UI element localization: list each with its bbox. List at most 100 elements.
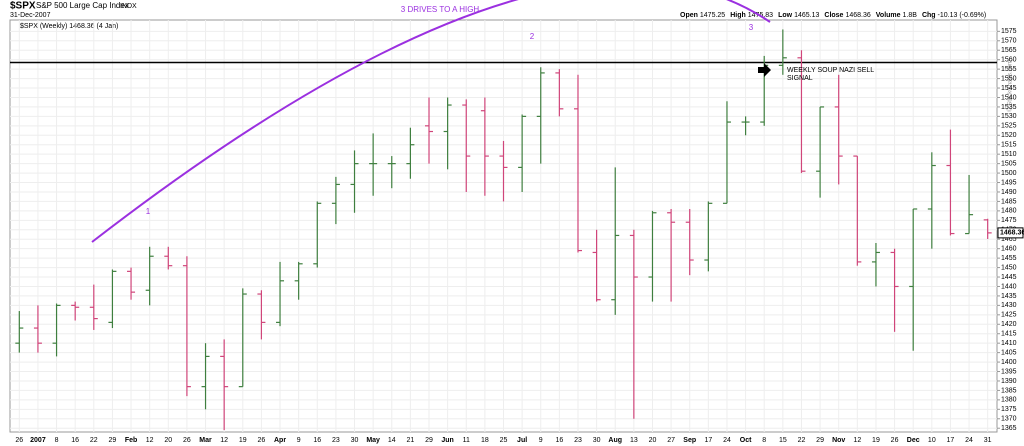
y-tick-label: 1540 — [1001, 94, 1017, 101]
x-tick-label: 2007 — [30, 437, 46, 444]
x-tick-label: May — [366, 437, 380, 444]
x-tick-label: 10 — [928, 437, 936, 444]
y-tick-label: 1490 — [1001, 189, 1017, 196]
y-tick-label: 1570 — [1001, 38, 1017, 45]
y-tick-label: 1465 — [1001, 236, 1017, 243]
x-tick-label: 17 — [704, 437, 712, 444]
quote-value: 1468.36 — [845, 12, 870, 19]
y-tick-label: 1410 — [1001, 340, 1017, 347]
x-tick-label: 26 — [183, 437, 191, 444]
x-tick-label: Nov — [832, 437, 845, 444]
y-tick-label: 1545 — [1001, 85, 1017, 92]
last-price-box — [997, 227, 1024, 239]
x-tick-label: 14 — [388, 437, 396, 444]
y-tick-label: 1365 — [1001, 425, 1017, 432]
x-tick-label: Mar — [199, 437, 212, 444]
y-tick-label: 1575 — [1001, 28, 1017, 35]
y-tick-label: 1530 — [1001, 113, 1017, 120]
x-tick-label: 21 — [406, 437, 414, 444]
x-tick-label: 18 — [481, 437, 489, 444]
y-tick-label: 1450 — [1001, 264, 1017, 271]
x-tick-label: Sep — [683, 437, 696, 444]
x-tick-label: 11 — [463, 437, 470, 444]
exchange: INDX — [120, 3, 137, 10]
x-tick-label: Apr — [274, 437, 286, 444]
source: © StockCharts.com — [1007, 60, 1014, 112]
drive-arc — [91, 0, 771, 243]
x-tick-label: 26 — [15, 437, 23, 444]
y-tick-label: 1495 — [1001, 179, 1017, 186]
quote-label: Open — [680, 12, 698, 19]
quote-label: Low — [778, 12, 793, 19]
x-tick-label: 29 — [425, 437, 433, 444]
y-tick-label: 1385 — [1001, 387, 1017, 394]
x-tick-label: 29 — [109, 437, 117, 444]
quote-value: 1465.13 — [794, 12, 819, 19]
y-tick-label: 1525 — [1001, 123, 1017, 130]
subtitle: S&P 500 Large Cap Index — [36, 1, 129, 10]
quote-label: Chg — [922, 12, 936, 19]
x-tick-label: 16 — [555, 437, 563, 444]
x-tick-label: Aug — [608, 437, 622, 444]
x-tick-label: 19 — [872, 437, 880, 444]
y-tick-label: 1560 — [1001, 57, 1017, 64]
x-tick-label: 27 — [667, 437, 675, 444]
drive-label: 3 — [749, 23, 754, 32]
y-tick-label: 1510 — [1001, 151, 1017, 158]
y-tick-label: 1380 — [1001, 397, 1017, 404]
x-tick-label: Jun — [441, 437, 453, 444]
x-tick-label: 30 — [593, 437, 601, 444]
quote-value: -10.13 (-0.69%) — [938, 12, 987, 19]
y-tick-label: 1445 — [1001, 274, 1017, 281]
x-tick-label: 30 — [351, 437, 359, 444]
y-tick-label: 1460 — [1001, 246, 1017, 253]
y-tick-label: 1550 — [1001, 75, 1017, 82]
x-tick-label: 22 — [798, 437, 806, 444]
x-tick-label: 9 — [297, 437, 301, 444]
y-tick-label: 1430 — [1001, 302, 1017, 309]
x-tick-label: 8 — [55, 437, 59, 444]
y-tick-label: 1480 — [1001, 208, 1017, 215]
y-tick-label: 1555 — [1001, 66, 1017, 73]
y-tick-label: 1455 — [1001, 255, 1017, 262]
y-tick-label: 1515 — [1001, 142, 1017, 149]
ticker: $SPX — [10, 1, 36, 12]
y-tick-label: 1425 — [1001, 312, 1017, 319]
x-tick-label: 23 — [574, 437, 582, 444]
signal-label: SIGNAL — [787, 75, 813, 82]
y-tick-label: 1435 — [1001, 293, 1017, 300]
pattern-label: 3 DRIVES TO A HIGH — [401, 5, 480, 14]
last-price-label: 1468.36 — [1000, 230, 1024, 237]
x-tick-label: 12 — [220, 437, 228, 444]
x-tick-label: 20 — [649, 437, 657, 444]
x-tick-label: 25 — [500, 437, 508, 444]
x-tick-label: 15 — [779, 437, 787, 444]
x-tick-label: 31 — [984, 437, 992, 444]
y-tick-label: 1565 — [1001, 47, 1017, 54]
x-tick-label: Oct — [740, 437, 752, 444]
y-tick-label: 1375 — [1001, 406, 1017, 413]
x-tick-label: 20 — [164, 437, 172, 444]
y-tick-label: 1505 — [1001, 160, 1017, 167]
signal-arrow — [758, 63, 771, 77]
plot: 1365137013751380138513901395140014051410… — [10, 20, 1024, 444]
x-tick-label: 22 — [90, 437, 98, 444]
x-tick-label: Dec — [907, 437, 920, 444]
x-tick-label: Jul — [517, 437, 527, 444]
x-tick-label: 24 — [965, 437, 973, 444]
quote-label: High — [730, 12, 746, 19]
y-tick-label: 1500 — [1001, 170, 1017, 177]
x-tick-label: 9 — [539, 437, 543, 444]
y-tick-label: 1395 — [1001, 368, 1017, 375]
x-tick-label: 24 — [723, 437, 731, 444]
y-tick-label: 1420 — [1001, 321, 1017, 328]
y-tick-label: 1405 — [1001, 349, 1017, 356]
signal-label: WEEKLY SOUP NAZI SELL — [787, 67, 874, 74]
quote-label: Volume — [876, 12, 901, 19]
quote-label: Close — [824, 12, 843, 19]
x-tick-label: 8 — [762, 437, 766, 444]
y-tick-label: 1535 — [1001, 104, 1017, 111]
quote-value: 1475.25 — [700, 12, 725, 19]
y-tick-label: 1370 — [1001, 416, 1017, 423]
